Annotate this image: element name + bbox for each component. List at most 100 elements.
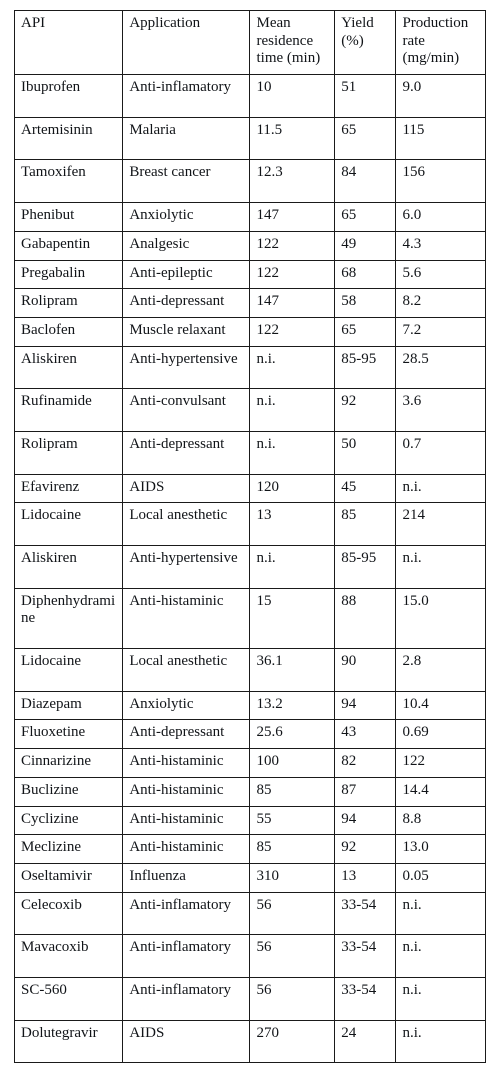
table-cell: Anti-depressant: [123, 289, 250, 318]
table-cell: 100: [250, 749, 335, 778]
table-cell: n.i.: [396, 474, 486, 503]
table-cell: 214: [396, 503, 486, 546]
table-cell: n.i.: [250, 346, 335, 389]
table-cell: Anti-histaminic: [123, 777, 250, 806]
table-cell: 115: [396, 117, 486, 160]
table-cell: Rolipram: [15, 289, 123, 318]
table-cell: 92: [335, 389, 396, 432]
table-row: RolipramAnti-depressant147588.2: [15, 289, 486, 318]
table-cell: Lidocaine: [15, 649, 123, 692]
table-row: DiphenhydramineAnti-histaminic158815.0: [15, 588, 486, 648]
table-cell: Artemisinin: [15, 117, 123, 160]
table-cell: 122: [250, 317, 335, 346]
table-cell: 49: [335, 231, 396, 260]
table-cell: 85-95: [335, 546, 396, 589]
table-cell: 122: [396, 749, 486, 778]
table-row: BaclofenMuscle relaxant122657.2: [15, 317, 486, 346]
table-cell: 15.0: [396, 588, 486, 648]
table-cell: Phenibut: [15, 203, 123, 232]
table-cell: 65: [335, 203, 396, 232]
table-cell: Anti-depressant: [123, 720, 250, 749]
table-cell: Gabapentin: [15, 231, 123, 260]
table-cell: 87: [335, 777, 396, 806]
table-cell: Dolutegravir: [15, 1020, 123, 1063]
table-cell: Anti-histaminic: [123, 588, 250, 648]
table-cell: Oseltamivir: [15, 863, 123, 892]
table-cell: 11.5: [250, 117, 335, 160]
table-cell: 33-54: [335, 935, 396, 978]
table-cell: Analgesic: [123, 231, 250, 260]
table-cell: 13.2: [250, 691, 335, 720]
table-cell: 94: [335, 806, 396, 835]
table-cell: 13: [250, 503, 335, 546]
table-cell: Anxiolytic: [123, 691, 250, 720]
table-cell: Malaria: [123, 117, 250, 160]
table-cell: 8.2: [396, 289, 486, 318]
table-cell: 58: [335, 289, 396, 318]
table-cell: 56: [250, 892, 335, 935]
table-cell: Rufinamide: [15, 389, 123, 432]
table-cell: Anti-histaminic: [123, 835, 250, 864]
table-cell: n.i.: [396, 977, 486, 1020]
table-cell: 4.3: [396, 231, 486, 260]
table-cell: Anti-histaminic: [123, 749, 250, 778]
table-cell: 147: [250, 289, 335, 318]
table-cell: 65: [335, 117, 396, 160]
table-cell: Influenza: [123, 863, 250, 892]
table-cell: 120: [250, 474, 335, 503]
table-cell: Mavacoxib: [15, 935, 123, 978]
col-api: API: [15, 11, 123, 75]
table-cell: 2.8: [396, 649, 486, 692]
table-cell: 15: [250, 588, 335, 648]
table-cell: AIDS: [123, 1020, 250, 1063]
table-cell: 51: [335, 75, 396, 118]
table-cell: Muscle relaxant: [123, 317, 250, 346]
table-cell: Diazepam: [15, 691, 123, 720]
table-cell: Aliskiren: [15, 546, 123, 589]
table-row: IbuprofenAnti-inflamatory10519.0: [15, 75, 486, 118]
table-cell: Celecoxib: [15, 892, 123, 935]
col-application: Application: [123, 11, 250, 75]
table-cell: 68: [335, 260, 396, 289]
table-cell: 50: [335, 431, 396, 474]
table-cell: 310: [250, 863, 335, 892]
table-cell: Cyclizine: [15, 806, 123, 835]
table-row: DolutegravirAIDS27024n.i.: [15, 1020, 486, 1063]
table-row: RufinamideAnti-convulsantn.i.923.6: [15, 389, 486, 432]
table-cell: 24: [335, 1020, 396, 1063]
table-cell: Anti-hypertensive: [123, 346, 250, 389]
table-cell: 10: [250, 75, 335, 118]
table-cell: 45: [335, 474, 396, 503]
table-cell: Anti-epileptic: [123, 260, 250, 289]
table-cell: 82: [335, 749, 396, 778]
table-row: AliskirenAnti-hypertensiven.i.85-9528.5: [15, 346, 486, 389]
table-cell: 25.6: [250, 720, 335, 749]
table-cell: 85-95: [335, 346, 396, 389]
table-cell: 6.0: [396, 203, 486, 232]
col-prod-rate: Production rate (mg/min): [396, 11, 486, 75]
table-cell: n.i.: [250, 546, 335, 589]
table-cell: n.i.: [250, 389, 335, 432]
api-table: API Application Mean residence time (min…: [14, 10, 486, 1063]
table-cell: 56: [250, 935, 335, 978]
table-cell: Anti-inflamatory: [123, 977, 250, 1020]
table-cell: 3.6: [396, 389, 486, 432]
table-cell: 0.05: [396, 863, 486, 892]
table-cell: 13: [335, 863, 396, 892]
table-row: CelecoxibAnti-inflamatory5633-54n.i.: [15, 892, 486, 935]
table-cell: n.i.: [396, 546, 486, 589]
header-row: API Application Mean residence time (min…: [15, 11, 486, 75]
table-cell: 88: [335, 588, 396, 648]
table-cell: Anxiolytic: [123, 203, 250, 232]
table-cell: AIDS: [123, 474, 250, 503]
table-cell: 65: [335, 317, 396, 346]
table-cell: Local anesthetic: [123, 503, 250, 546]
table-cell: 0.69: [396, 720, 486, 749]
table-cell: Tamoxifen: [15, 160, 123, 203]
table-cell: 270: [250, 1020, 335, 1063]
table-cell: 28.5: [396, 346, 486, 389]
col-mrt: Mean residence time (min): [250, 11, 335, 75]
table-row: GabapentinAnalgesic122494.3: [15, 231, 486, 260]
table-cell: 43: [335, 720, 396, 749]
page: API Application Mean residence time (min…: [0, 0, 500, 1083]
